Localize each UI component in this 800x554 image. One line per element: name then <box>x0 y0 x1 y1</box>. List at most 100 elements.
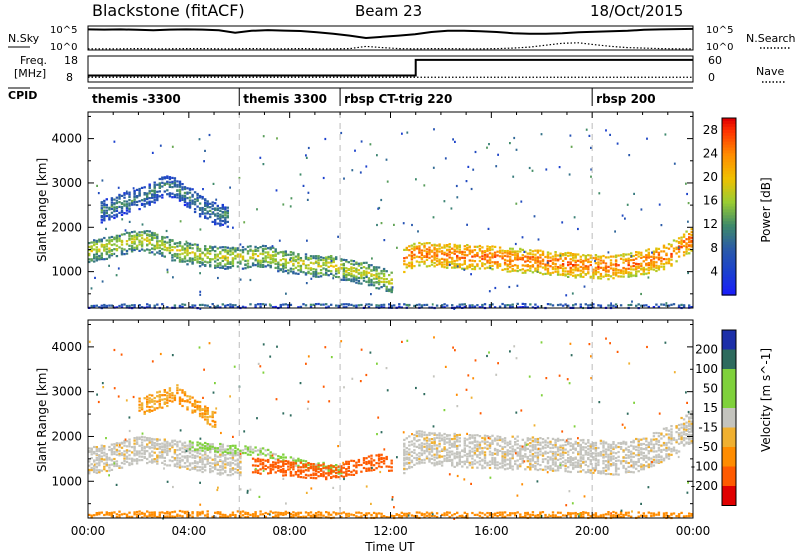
echo-cell <box>413 256 416 259</box>
echo-cell <box>143 197 146 201</box>
echo-cell <box>191 251 194 254</box>
echo-cell <box>103 213 106 216</box>
echo-cell <box>627 267 630 270</box>
echo-cell <box>140 202 144 205</box>
echo-cell <box>559 264 562 267</box>
echo-cell <box>352 459 356 463</box>
echo-cell <box>574 263 577 266</box>
echo-cell <box>201 449 204 452</box>
echo-cell <box>554 257 557 260</box>
echo-cell <box>468 249 471 252</box>
echo-cell <box>108 214 111 217</box>
echo-cell <box>377 462 381 465</box>
echo-cell <box>193 399 197 402</box>
echo-cell <box>483 442 487 445</box>
echo-cell <box>342 258 345 261</box>
echo-cell <box>501 252 504 255</box>
echo-cell <box>551 450 555 454</box>
echo-cell <box>690 433 693 437</box>
echo-cell <box>655 261 658 264</box>
echo-cell <box>430 454 434 457</box>
echo-cell <box>451 260 454 263</box>
echo-cell <box>158 183 161 186</box>
echo-cell <box>183 391 187 394</box>
echo-cell <box>526 460 529 463</box>
echo-cell <box>448 243 451 246</box>
echo-cell <box>143 447 146 450</box>
echo-cell <box>176 185 179 188</box>
echo-cell <box>367 455 371 458</box>
echo-cell <box>173 457 177 460</box>
echo-cell <box>110 254 114 257</box>
echo-cell <box>582 438 585 442</box>
echo-cell <box>556 270 560 273</box>
echo-cell <box>254 446 257 449</box>
echo-cell <box>360 266 363 270</box>
echo-cell <box>178 184 182 187</box>
echo-cell <box>370 264 373 267</box>
echo-cell <box>168 192 172 195</box>
echo-cell <box>476 447 479 450</box>
echo-cell <box>471 304 474 307</box>
cpid-segment-label: rbsp CT-trig 220 <box>344 92 452 106</box>
echo-cell <box>418 264 421 267</box>
echo-cell <box>292 259 295 262</box>
echo-cell <box>128 462 131 465</box>
echo-cell <box>582 458 585 461</box>
echo-cell <box>279 305 282 308</box>
echo-cell <box>672 247 676 250</box>
echo-cell <box>559 303 562 306</box>
echo-cell <box>534 446 537 449</box>
echo-cell <box>251 262 255 265</box>
echo-cell <box>573 216 576 219</box>
echo-cell <box>110 198 114 202</box>
echo-cell <box>305 282 308 285</box>
echo-cell <box>463 463 466 466</box>
echo-cell <box>289 251 293 254</box>
echo-cell <box>264 265 267 268</box>
echo-cell <box>173 452 177 455</box>
echo-cell <box>380 453 383 456</box>
echo-cell <box>564 440 567 443</box>
echo-cell <box>211 414 214 417</box>
echo-cell <box>602 459 605 462</box>
echo-cell <box>599 439 603 442</box>
echo-cell <box>161 193 164 197</box>
echo-cell <box>511 250 514 253</box>
echo-cell <box>209 423 212 426</box>
echo-cell <box>148 304 151 307</box>
echo-cell <box>148 454 151 457</box>
echo-cell <box>365 461 368 464</box>
echo-cell <box>423 439 426 442</box>
echo-cell <box>201 445 204 448</box>
echo-cell <box>201 263 204 266</box>
echo-cell <box>574 253 577 256</box>
echo-cell <box>546 459 550 462</box>
echo-cell <box>236 261 240 264</box>
echo-cell <box>284 456 287 459</box>
echo-cell <box>156 439 159 442</box>
echo-cell <box>113 243 116 246</box>
echo-cell <box>168 396 172 399</box>
echo-cell <box>138 437 141 440</box>
echo-cell <box>382 270 386 273</box>
echo-cell <box>503 442 507 445</box>
echo-cell <box>204 456 207 459</box>
echo-cell <box>652 447 656 450</box>
echo-cell <box>405 437 408 440</box>
echo-cell <box>151 446 154 449</box>
echo-cell <box>577 259 580 262</box>
echo-cell <box>171 460 174 463</box>
echo-cell <box>667 262 671 265</box>
echo-cell <box>514 437 517 440</box>
echo-cell <box>405 263 408 266</box>
echo-cell <box>544 446 547 449</box>
echo-cell <box>544 441 547 444</box>
echo-cell <box>201 416 204 419</box>
echo-cell <box>491 439 494 442</box>
echo-cell <box>186 465 189 468</box>
echo-cell <box>110 203 114 206</box>
echo-cell <box>640 447 643 450</box>
echo-cell <box>564 257 567 260</box>
